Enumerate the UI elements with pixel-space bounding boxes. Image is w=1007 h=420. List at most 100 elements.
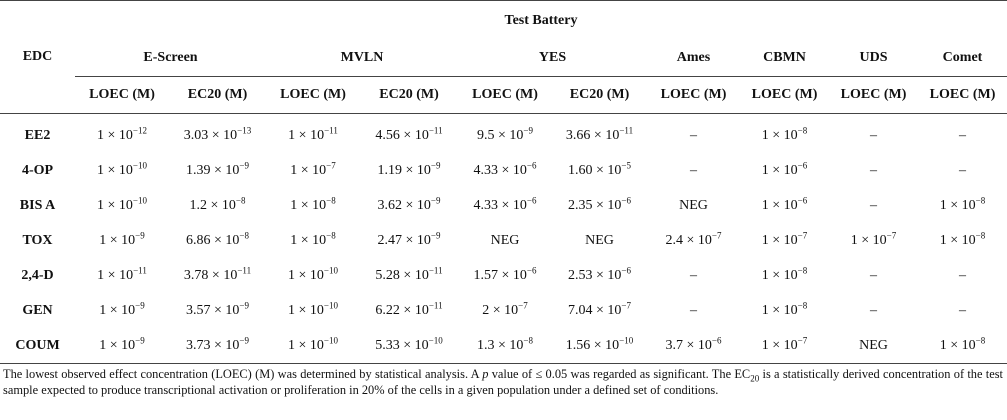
value-exponent: −7 xyxy=(518,299,528,310)
subheader-4: LOEC (M) xyxy=(472,87,538,102)
value-cell: NEG xyxy=(552,223,647,258)
value-cell: NEG xyxy=(647,188,740,223)
value-base: 1.39 × 10 xyxy=(186,162,240,178)
test-battery-header: Test Battery xyxy=(504,12,578,28)
value-cell: 1 × 10−8 xyxy=(740,293,829,328)
value-base: 6.86 × 10 xyxy=(186,232,240,248)
value-base: – xyxy=(870,302,877,318)
value-base: 2.47 × 10 xyxy=(377,232,431,248)
value-cell: 1 × 10−8 xyxy=(918,223,1007,258)
value-cell: 3.62 × 10−9 xyxy=(360,188,458,223)
value-base: – xyxy=(690,302,697,318)
group-header-e-screen: E-Screen xyxy=(75,40,266,77)
value-base: 1 × 10 xyxy=(97,162,133,178)
value-base: 1 × 10 xyxy=(290,232,327,248)
table-footnote: The lowest observed effect concentration… xyxy=(3,367,1003,398)
value-cell: 1 × 10−9 xyxy=(75,293,169,328)
value-cell: 1 × 10−10 xyxy=(75,153,169,188)
value-base: – xyxy=(959,267,966,283)
table-row: COUM 1 × 10−9 3.73 × 10−9 1 × 10−10 5.33 × 1… xyxy=(0,328,1007,364)
value-exponent: −9 xyxy=(430,194,441,205)
value-cell: 6.86 × 10−8 xyxy=(169,223,266,258)
value-cell: NEG xyxy=(458,223,552,258)
value-exponent: −10 xyxy=(323,334,338,345)
value-exponent: −9 xyxy=(239,334,249,345)
value-cell: – xyxy=(647,153,740,188)
value-cell: – xyxy=(918,153,1007,188)
value-cell: 9.5 × 10−9 xyxy=(458,114,552,154)
table-row: TOX 1 × 10−9 6.86 × 10−8 1 × 10−8 2.47 × 10−… xyxy=(0,223,1007,258)
value-cell: – xyxy=(829,153,918,188)
group-header-yes: YES xyxy=(458,40,647,77)
value-base: 1 × 10 xyxy=(99,337,136,353)
value-cell: 1 × 10−7 xyxy=(740,223,829,258)
subheader-3: EC20 (M) xyxy=(379,87,439,102)
value-cell: 1 × 10−8 xyxy=(918,328,1007,364)
value-cell: 1 × 10−10 xyxy=(266,293,360,328)
value-cell: 1 × 10−12 xyxy=(75,114,169,154)
group-header-cbmn: CBMN xyxy=(740,40,829,77)
value-cell: 3.66 × 10−11 xyxy=(552,114,647,154)
value-cell: 1 × 10−8 xyxy=(266,188,360,223)
value-exponent: −11 xyxy=(133,264,147,275)
value-exponent: −11 xyxy=(428,299,443,310)
value-cell: 1 × 10−10 xyxy=(266,258,360,293)
edc-name-cell: BIS A xyxy=(19,197,56,213)
value-exponent: −10 xyxy=(428,334,443,345)
value-exponent: −8 xyxy=(797,299,808,310)
subheader-5: EC20 (M) xyxy=(569,87,630,102)
value-base: – xyxy=(959,302,966,318)
value-exponent: −9 xyxy=(430,159,441,170)
value-cell: 1.19 × 10−9 xyxy=(360,153,458,188)
value-base: 1 × 10 xyxy=(761,197,798,213)
value-base: 1.56 × 10 xyxy=(565,337,620,353)
value-cell: 1.56 × 10−10 xyxy=(552,328,647,364)
value-base: 1 × 10 xyxy=(761,162,798,178)
value-base: – xyxy=(690,127,697,143)
value-cell: 1 × 10−8 xyxy=(740,114,829,154)
group-header-uds: UDS xyxy=(829,40,918,77)
value-base: – xyxy=(870,127,877,143)
value-base: 6.22 × 10 xyxy=(375,302,429,318)
edc-name-cell: TOX xyxy=(22,232,53,248)
value-exponent: −7 xyxy=(797,334,808,345)
value-base: – xyxy=(870,197,877,213)
value-exponent: −12 xyxy=(132,124,147,135)
value-base: – xyxy=(690,267,697,283)
value-base: – xyxy=(690,162,697,178)
value-base: 1 × 10 xyxy=(761,302,798,318)
value-exponent: −9 xyxy=(135,334,145,345)
value-base: 1 × 10 xyxy=(99,232,136,248)
value-base: NEG xyxy=(859,337,888,353)
value-cell: 2.47 × 10−9 xyxy=(360,223,458,258)
value-cell: 2.53 × 10−6 xyxy=(552,258,647,293)
value-cell: – xyxy=(829,258,918,293)
value-cell: 1 × 10−8 xyxy=(740,258,829,293)
value-cell: 3.57 × 10−9 xyxy=(169,293,266,328)
value-exponent: −8 xyxy=(797,264,808,275)
value-base: 1.19 × 10 xyxy=(377,162,431,178)
subheader-8: LOEC (M) xyxy=(840,87,907,102)
value-exponent: −7 xyxy=(326,159,336,170)
value-base: 1 × 10 xyxy=(97,127,133,143)
value-cell: 5.28 × 10−11 xyxy=(360,258,458,293)
value-cell: – xyxy=(918,114,1007,154)
value-exponent: −8 xyxy=(326,229,336,240)
value-base: 1 × 10 xyxy=(288,302,324,318)
value-exponent: −9 xyxy=(239,159,249,170)
value-base: – xyxy=(870,162,877,178)
value-cell: – xyxy=(918,293,1007,328)
value-exponent: −11 xyxy=(324,124,338,135)
value-base: 2.4 × 10 xyxy=(665,232,712,248)
table-row: EE2 1 × 10−12 3.03 × 10−13 1 × 10−11 4.56 × … xyxy=(0,114,1007,154)
value-base: 1 × 10 xyxy=(288,267,324,283)
subheader-6: LOEC (M) xyxy=(660,87,727,102)
value-exponent: −11 xyxy=(428,124,443,135)
value-base: 2.53 × 10 xyxy=(568,267,622,283)
value-base: 9.5 × 10 xyxy=(477,127,524,143)
value-base: 1.3 × 10 xyxy=(477,337,524,353)
value-base: 1 × 10 xyxy=(288,337,324,353)
value-exponent: −9 xyxy=(239,299,249,310)
value-exponent: −7 xyxy=(797,229,808,240)
edc-test-battery-table: EDC Test Battery E-Screen MVLN YES Ames … xyxy=(0,0,1007,364)
